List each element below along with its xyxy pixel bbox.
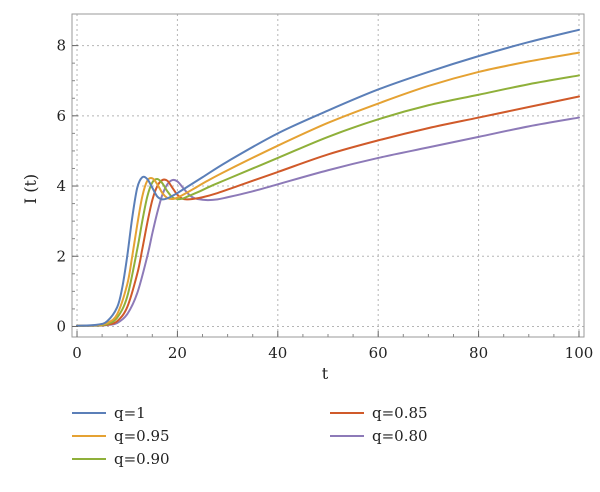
series-line-q-0-80 xyxy=(76,116,580,327)
x-tick-label: 40 xyxy=(268,344,287,362)
grid xyxy=(72,14,584,337)
series-lines xyxy=(76,28,580,327)
y-tick-label: 0 xyxy=(56,317,66,335)
legend-label: q=1 xyxy=(114,404,146,422)
legend-label: q=0.85 xyxy=(372,404,428,422)
plot-border xyxy=(71,13,585,338)
y-tick-label: 6 xyxy=(56,107,66,125)
x-tick-label: 20 xyxy=(168,344,187,362)
y-tick-label: 2 xyxy=(56,247,66,265)
y-tick-label: 8 xyxy=(56,37,66,55)
y-axis-label: I (t) xyxy=(21,174,40,204)
series-line-q-1 xyxy=(76,28,580,327)
x-axis-ticks: 0 20 40 60 80 100 xyxy=(72,331,593,362)
legend-label: q=0.95 xyxy=(114,427,170,445)
x-tick-label: 100 xyxy=(565,344,594,362)
x-axis-label: t xyxy=(322,364,329,383)
x-tick-label: 0 xyxy=(72,344,82,362)
series-line-q-0-85 xyxy=(76,95,580,327)
y-axis-ticks: 0 2 4 6 8 xyxy=(56,37,78,335)
legend-label: q=0.90 xyxy=(114,450,170,468)
series-line-q-0-95 xyxy=(76,51,580,327)
legend: q=1 q=0.95 q=0.90 q=0.85 q=0.80 xyxy=(72,404,428,468)
x-tick-label: 80 xyxy=(469,344,488,362)
legend-label: q=0.80 xyxy=(372,427,428,445)
x-tick-label: 60 xyxy=(369,344,388,362)
y-tick-label: 4 xyxy=(56,177,66,195)
plot-frame xyxy=(71,13,585,338)
